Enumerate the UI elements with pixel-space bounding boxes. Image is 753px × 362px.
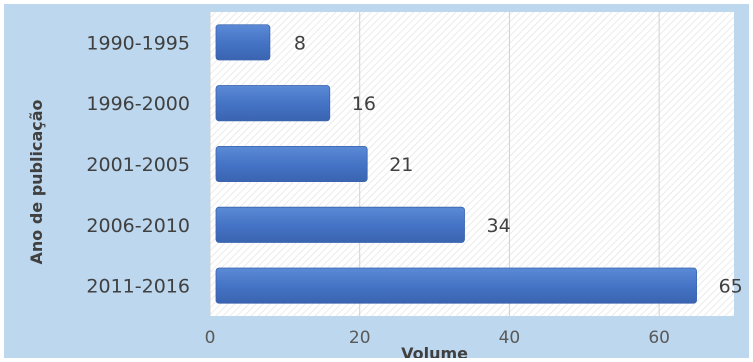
x-tick-label: 60 (648, 328, 670, 348)
y-axis-title: Ano de publicação (27, 99, 46, 264)
data-label: 65 (719, 276, 743, 298)
category-label: 2011-2016 (86, 276, 190, 298)
category-label: 2001-2005 (86, 154, 190, 176)
data-labels: 8 16 21 34 65 (294, 32, 743, 297)
category-label: 2006-2010 (86, 215, 190, 237)
category-label: 1990-1995 (86, 32, 190, 54)
data-label: 21 (389, 154, 413, 176)
bar-1990-1995 (215, 24, 271, 61)
category-labels: 1990-1995 1996-2000 2001-2005 2006-2010 2011… (86, 32, 190, 297)
bar-chart: 1990-1995 1996-2000 2001-2005 2006-2010 2011… (27, 12, 743, 358)
bar-1996-2000 (215, 85, 331, 122)
bar-2001-2005 (215, 145, 368, 183)
category-label: 1996-2000 (86, 93, 190, 115)
x-tick-label: 20 (349, 328, 371, 348)
data-label: 34 (487, 215, 511, 237)
chart-frame: 1990-1995 1996-2000 2001-2005 2006-2010 2011… (4, 4, 749, 358)
x-tick-label: 0 (205, 328, 216, 348)
data-label: 16 (352, 93, 376, 115)
bar-2011-2016 (215, 267, 697, 304)
data-label: 8 (294, 32, 306, 54)
x-tick-labels: 0 20 40 60 (205, 328, 670, 348)
x-tick-label: 40 (499, 328, 521, 348)
bars (215, 24, 697, 304)
x-axis-title: Volume (401, 344, 468, 358)
bar-2006-2010 (215, 206, 465, 243)
